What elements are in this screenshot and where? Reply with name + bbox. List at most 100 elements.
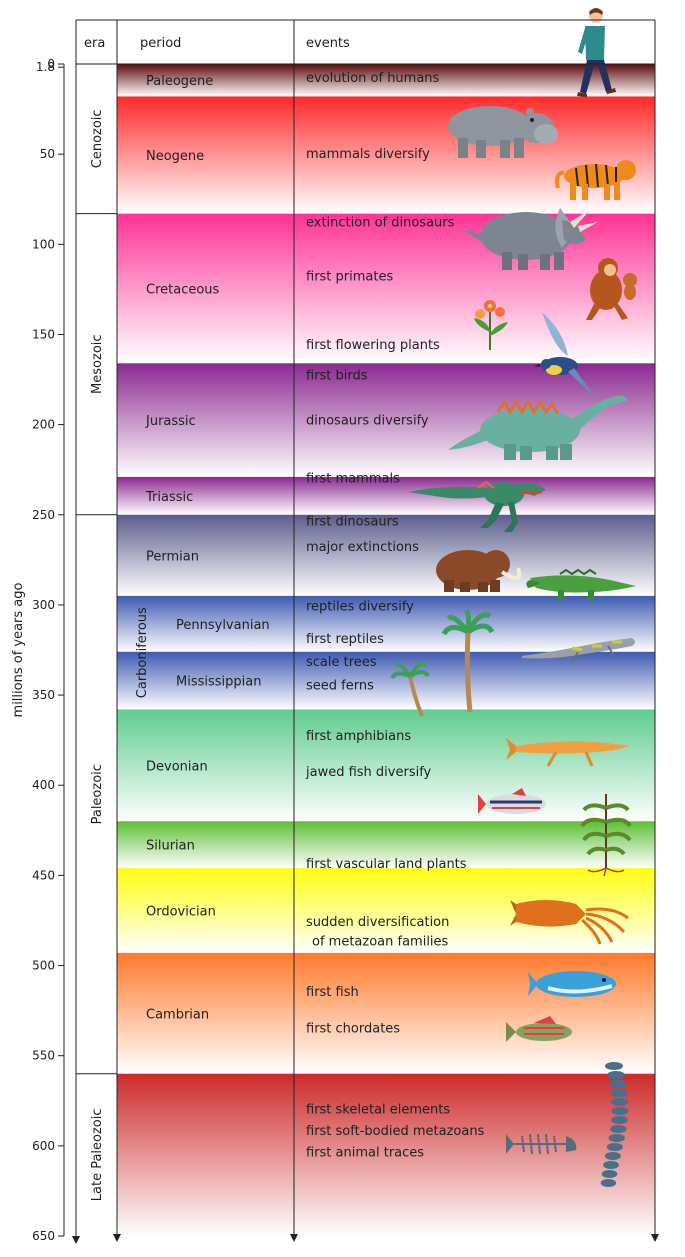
tick-label: 250 [32,508,55,522]
era-dividers [76,213,117,1075]
period-band [117,709,655,822]
period-labels: Paleogene Neogene Cretaceous Jurassic Triass… [145,74,270,1022]
tick-label: 100 [32,237,55,251]
spine-icon [600,1062,629,1187]
tick-label: 300 [32,598,55,612]
axis-label: millions of years ago [11,582,26,717]
period-label: Cambrian [146,1007,209,1022]
event-label: reptiles diversify [306,599,414,614]
fern-plant-icon [580,794,632,877]
period-label-carboniferous: Carboniferous [135,607,150,698]
hippopotamus-icon [448,106,558,158]
event-label: of metazoan families [312,935,449,950]
period-band [117,595,655,652]
blue-fish-icon [528,971,616,997]
event-label: first mammals [306,471,400,486]
tick-label: 650 [32,1229,55,1243]
perch-fish-icon [506,1016,572,1042]
period-band [117,64,655,97]
tick-label: 450 [32,868,55,882]
event-label: dinosaurs diversify [306,414,429,429]
colorful-fish-icon [478,788,546,814]
vertebra [610,1089,628,1097]
vertebra [604,1152,621,1160]
bird-icon [534,312,596,398]
illustrations [390,8,637,1187]
fish-tetrapod-icon [506,738,630,767]
event-label: mammals diversify [306,147,430,162]
period-label: Jurassic [145,414,196,429]
period-label: Cretaceous [146,282,220,297]
squid-icon [510,900,629,945]
vertebra [605,1062,623,1070]
header-events: events [306,36,350,51]
event-label: first skeletal elements [306,1102,450,1117]
period-label: Triassic [145,490,193,505]
era-label: Late Paleozoic [90,1108,105,1201]
period-label: Permian [146,549,199,564]
period-band [117,96,655,214]
tick-label: 400 [32,778,55,792]
tick-label: 0 [47,57,55,71]
event-label: first animal traces [306,1146,424,1161]
event-label: first primates [306,269,393,284]
period-label: Neogene [146,149,204,164]
vertebra [608,1080,627,1088]
crocodile-icon [526,568,636,600]
flower-icon [474,300,508,350]
tiger-icon [554,160,636,200]
event-label: first amphibians [306,729,411,744]
tick-label: 600 [32,1139,55,1153]
event-label: first flowering plants [306,338,440,353]
vertebra [601,1170,618,1178]
vertebra [606,1143,623,1151]
axis-arrowheads [72,1234,659,1244]
event-labels: evolution of humans mammals diversify exti… [305,71,485,1161]
header-era: era [84,36,105,51]
event-label: extinction of dinosaurs [306,215,455,230]
tick-label: 50 [40,147,55,161]
fish-skeleton-icon [506,1133,577,1155]
event-label: first vascular land plants [306,857,467,872]
monkey-icon [586,258,637,320]
period-band [117,476,655,515]
period-band [117,1073,655,1236]
vertebra [611,1107,629,1115]
event-label: first soft-bodied metazoans [306,1124,485,1139]
era-label: Paleozoic [90,764,105,824]
vertebra [610,1125,627,1133]
tick-label: 500 [32,959,55,973]
tick-label: 550 [32,1049,55,1063]
event-label: first chordates [306,1021,400,1036]
event-label: evolution of humans [306,71,440,86]
event-label: first fish [306,985,359,1000]
event-label: first dinosaurs [306,515,399,530]
event-label: first birds [306,369,368,384]
tick-label: 350 [32,688,55,702]
lizard-icon [522,638,635,663]
period-label: Pennsylvanian [176,618,270,633]
theropod-icon [408,480,546,532]
event-label: major extinctions [306,540,419,555]
palm-tree-icon [441,608,495,713]
vertebra [600,1179,617,1187]
period-label: Devonian [146,759,208,774]
period-band [117,821,655,869]
tick-label: 150 [32,327,55,341]
tick-label: 1.8 [36,60,55,74]
period-label: Silurian [146,839,195,854]
event-label: scale trees [306,655,377,670]
event-label: jawed fish diversify [305,765,432,780]
period-band [117,651,655,710]
axis-ticks: 01.8 50 100 150 200 250 300 350 400 450 500 550 600 6… [32,57,64,1243]
period-label: Mississippian [176,675,261,690]
table-frame [75,19,656,1240]
walking-person-icon [577,8,616,97]
event-label: first reptiles [306,632,384,647]
header-period: period [140,36,181,51]
era-label: Mesozoic [90,334,105,393]
small-palm-tree-icon [390,661,430,717]
triceratops-icon [460,208,598,270]
event-label: sudden diversification [306,915,449,930]
